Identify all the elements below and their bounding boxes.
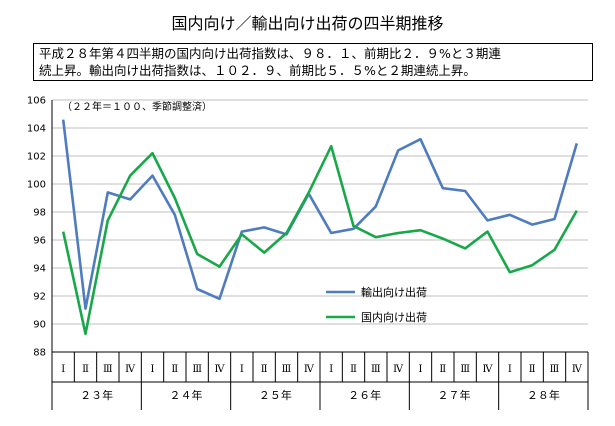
y-tick-label: 90: [33, 320, 46, 331]
quarter-label: Ⅰ: [240, 364, 244, 375]
quarter-label: Ⅰ: [151, 364, 155, 375]
year-label: ２４年: [170, 388, 203, 402]
quarter-label: Ⅱ: [529, 364, 536, 375]
quarter-label: Ⅰ: [61, 364, 65, 375]
quarter-label: Ⅳ: [125, 364, 136, 375]
quarter-label: Ⅳ: [572, 364, 583, 375]
quarter-label: Ⅰ: [329, 364, 333, 375]
unit-note: （２２年＝１００、季節調整済）: [62, 102, 212, 113]
series-line-1: [61, 119, 579, 310]
summary-box: 平成２８年第４四半期の国内向け出荷指数は、９８．１、前期比２．９%と３期連 続上…: [33, 43, 593, 81]
year-label: ２５年: [259, 388, 292, 402]
year-label: ２６年: [348, 388, 381, 402]
quarter-label: Ⅲ: [103, 364, 113, 375]
y-tick-label: 104: [27, 124, 46, 135]
year-label: ２７年: [438, 388, 471, 402]
quarter-label: Ⅰ: [419, 364, 423, 375]
quarter-label: Ⅱ: [82, 364, 89, 375]
quarter-label: Ⅱ: [350, 364, 357, 375]
quarter-label: Ⅰ: [508, 364, 512, 375]
y-tick-label: 92: [33, 292, 46, 303]
quarter-label: Ⅱ: [439, 364, 446, 375]
chart-title: 国内向け／輸出向け出荷の四半期推移: [171, 14, 444, 33]
quarter-label: Ⅱ: [171, 364, 178, 375]
quarter-label: Ⅲ: [460, 364, 470, 375]
y-tick-label: 96: [33, 236, 46, 247]
quarter-label: Ⅲ: [192, 364, 202, 375]
y-tick-label: 100: [27, 180, 46, 191]
quarter-label: Ⅳ: [215, 364, 226, 375]
y-tick-label: 106: [27, 96, 46, 107]
quarter-label: Ⅱ: [261, 364, 268, 375]
quarter-label: Ⅲ: [550, 364, 560, 375]
y-tick-label: 98: [33, 208, 46, 219]
quarter-label: Ⅳ: [483, 364, 494, 375]
quarter-label: Ⅲ: [282, 364, 292, 375]
y-tick-label: 88: [33, 348, 46, 359]
year-label: ２３年: [80, 388, 113, 402]
legend-label: 国内向け出荷: [361, 310, 427, 324]
y-tick-label: 94: [33, 264, 46, 275]
quarter-label: Ⅳ: [304, 364, 315, 375]
legend-label: 輸出向け出荷: [361, 285, 427, 299]
quarter-label: Ⅳ: [393, 364, 404, 375]
y-tick-label: 102: [27, 152, 46, 163]
quarter-label: Ⅲ: [371, 364, 381, 375]
series-line-2: [61, 144, 578, 336]
year-label: ２８年: [527, 388, 560, 402]
